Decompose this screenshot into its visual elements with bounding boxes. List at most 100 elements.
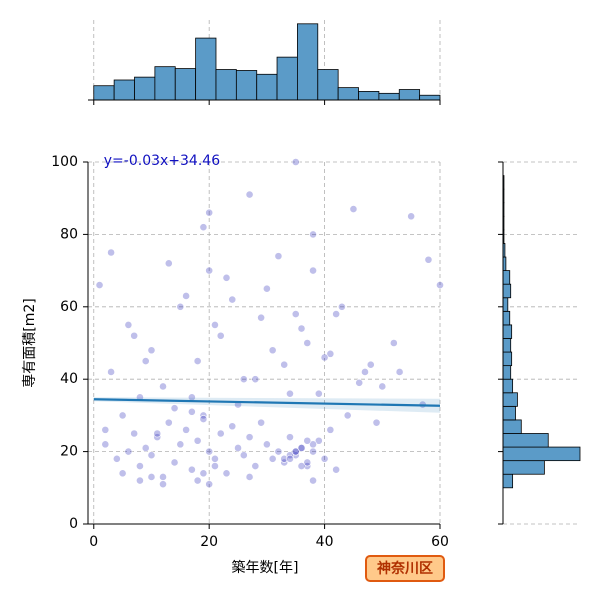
histogram-bar	[337, 87, 359, 101]
x-tick-label: 20	[200, 534, 218, 550]
scatter-point	[245, 190, 254, 199]
y-tick-label: 40	[60, 371, 78, 387]
scatter-point	[326, 349, 335, 358]
scatter-point	[303, 458, 312, 467]
scatter-point	[309, 266, 317, 275]
scatter-point	[286, 454, 294, 463]
scatter-point	[424, 255, 433, 264]
scatter-point	[141, 357, 150, 365]
scatter-point	[297, 444, 306, 452]
scatter-point	[124, 320, 133, 329]
x-axis-label: 築年数[年]	[232, 560, 299, 576]
histogram-bar	[276, 56, 298, 101]
scatter-point	[291, 158, 300, 166]
scatter-point	[343, 411, 352, 420]
scatter-point	[366, 360, 375, 369]
scatter-point	[141, 444, 150, 452]
scatter-point	[193, 476, 202, 485]
scatter-point	[245, 473, 254, 481]
scatter-point	[303, 339, 312, 347]
histogram-bar	[502, 446, 581, 462]
y-tick-label: 80	[60, 226, 78, 242]
histogram-bar	[502, 324, 513, 339]
histogram-bar	[317, 69, 339, 101]
scatter-point	[136, 462, 144, 470]
scatter-point	[205, 208, 214, 217]
scatter-point	[286, 389, 294, 398]
scatter-point	[320, 353, 329, 362]
regression-label: y=-0.03x+34.46	[104, 153, 220, 169]
scatter-point	[309, 447, 317, 456]
scatter-point	[205, 266, 214, 275]
scatter-point	[176, 440, 185, 449]
scatter-point	[101, 425, 110, 434]
histogram-bar	[502, 473, 514, 489]
scatter-point	[187, 465, 196, 474]
badge: 神奈川区	[377, 560, 433, 577]
scatter-point	[205, 480, 214, 489]
histogram-bar	[256, 73, 278, 101]
scatter-point	[199, 223, 208, 232]
histogram-bar	[378, 92, 400, 101]
scatter-point	[170, 458, 179, 467]
scatter-point	[355, 378, 364, 387]
scatter-point	[182, 292, 190, 300]
histogram-bar	[134, 76, 156, 101]
scatter-point	[332, 465, 341, 474]
scatter-point	[372, 418, 381, 427]
scatter-point	[280, 454, 289, 463]
scatter-point	[216, 331, 225, 340]
scatter-point	[338, 302, 346, 311]
scatter-point	[303, 436, 312, 445]
badge-box	[365, 555, 445, 582]
scatter-point	[147, 451, 156, 460]
scatter-point	[309, 440, 317, 449]
histogram-bar	[502, 433, 549, 448]
scatter-point	[112, 454, 121, 463]
scatter-point	[193, 357, 202, 365]
scatter-point	[147, 473, 156, 481]
histogram-bar	[502, 392, 518, 407]
scatter-point	[407, 212, 416, 221]
scatter-point	[274, 447, 283, 456]
y-tick-label: 60	[60, 299, 78, 315]
histogram-bar	[215, 69, 237, 101]
scatter-point	[211, 320, 219, 329]
scatter-point	[130, 429, 139, 438]
histogram-bar	[93, 85, 115, 101]
scatter-point	[320, 454, 329, 463]
scatter-point	[118, 469, 127, 478]
histogram-bar	[502, 419, 522, 434]
scatter-point	[280, 360, 289, 369]
scatter-point	[309, 230, 317, 239]
scatter-point	[245, 433, 254, 442]
y-tick-label: 20	[60, 444, 78, 460]
x-tick-label: 60	[431, 534, 449, 550]
scatter-point	[274, 252, 283, 261]
histogram-bar	[502, 351, 513, 367]
scatter-point	[332, 310, 341, 318]
histogram-bar	[502, 297, 509, 312]
scatter-point	[228, 422, 237, 431]
histogram-bar	[502, 283, 512, 299]
scatter-point	[101, 440, 110, 449]
scatter-point	[291, 310, 300, 318]
scatter-point	[205, 447, 214, 456]
histogram-bar	[154, 66, 176, 101]
scatter-point	[251, 462, 260, 470]
scatter-point	[262, 284, 271, 293]
scatter-point	[124, 447, 133, 456]
histogram-bar	[195, 37, 217, 101]
scatter-point	[326, 425, 335, 434]
histogram-bar	[174, 68, 197, 101]
histogram-bar	[502, 365, 512, 380]
scatter-point	[262, 440, 271, 449]
scatter-point	[257, 313, 266, 322]
scatter-point	[153, 429, 162, 438]
scatter-point	[361, 368, 369, 376]
scatter-point	[164, 259, 173, 268]
scatter-point	[211, 454, 219, 463]
histogram-bar	[419, 94, 441, 101]
scatter-point	[176, 302, 185, 311]
